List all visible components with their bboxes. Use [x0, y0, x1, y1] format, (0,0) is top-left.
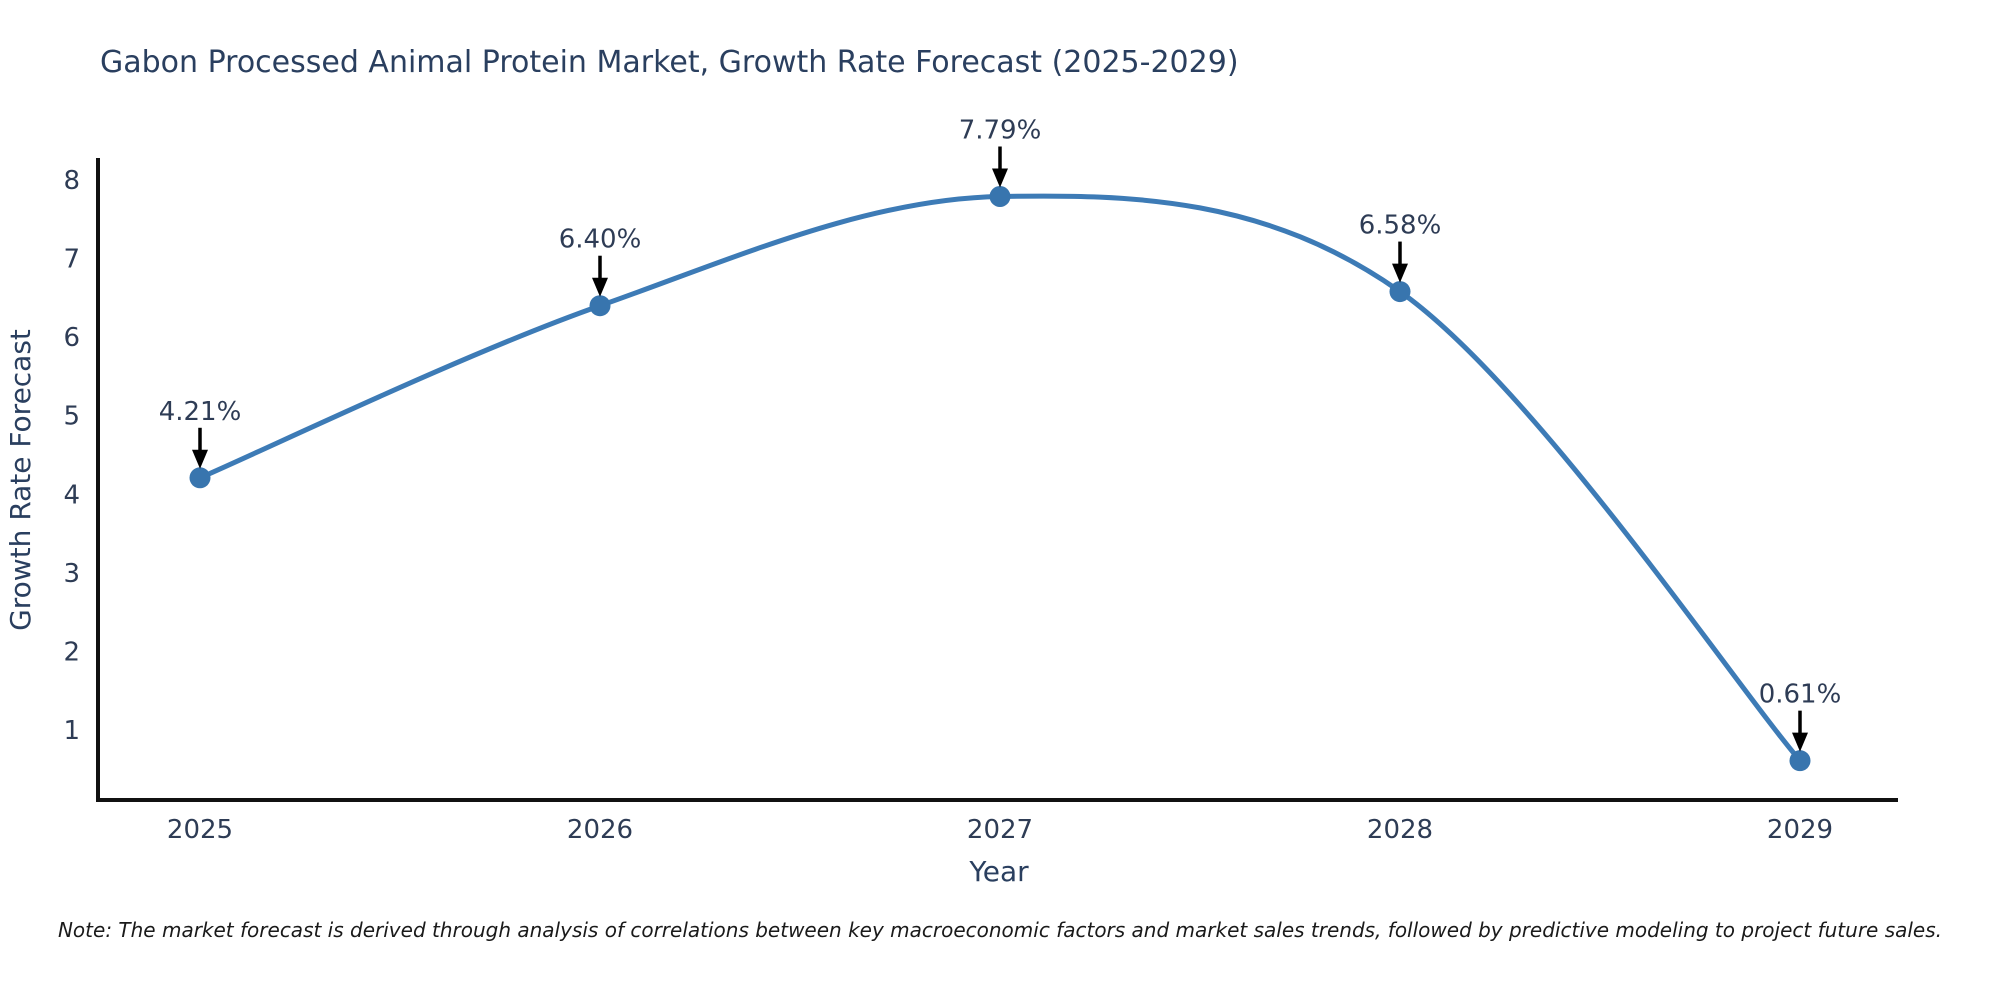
y-axis-title: Growth Rate Forecast — [4, 329, 37, 631]
data-point-marker — [589, 295, 611, 317]
annotation-arrowhead — [592, 277, 608, 297]
annotation-label: 0.61% — [1759, 680, 1842, 710]
annotation-arrowhead — [1392, 263, 1408, 283]
data-point-marker — [1789, 750, 1811, 772]
data-point-marker — [189, 467, 211, 489]
series-line — [197, 193, 1803, 764]
y-tick-label: 7 — [63, 245, 80, 275]
x-axis-title: Year — [968, 855, 1029, 888]
annotation-label: 6.40% — [559, 225, 642, 255]
y-tick-label: 6 — [63, 323, 80, 353]
series-growth-rate — [189, 186, 1811, 772]
axes — [96, 158, 1898, 802]
y-tick-label: 5 — [63, 402, 80, 432]
y-tick-label: 1 — [63, 716, 80, 746]
annotation-label: 7.79% — [959, 116, 1042, 146]
y-tick-label: 2 — [63, 637, 80, 667]
x-tick-label: 2027 — [967, 815, 1033, 845]
chart-title: Gabon Processed Animal Protein Market, G… — [100, 45, 1239, 80]
tick-labels: 1 2 3 4 5 6 7 8 2025 2026 2027 2028 2029 — [63, 166, 1833, 845]
data-point-marker — [1389, 281, 1411, 303]
annotation-label: 4.21% — [159, 397, 242, 427]
y-tick-label: 4 — [63, 480, 80, 510]
annotation-arrowhead — [192, 449, 208, 469]
annotations: 4.21% 6.40% 7.79% 6.58% 0.61% — [159, 116, 1842, 752]
data-point-marker — [989, 186, 1011, 207]
x-tick-label: 2028 — [1367, 815, 1433, 845]
annotation-arrowhead — [1792, 732, 1808, 752]
x-tick-label: 2029 — [1767, 815, 1833, 845]
y-tick-label: 8 — [63, 166, 80, 196]
annotation-arrowhead — [992, 168, 1008, 188]
x-tick-label: 2026 — [567, 815, 633, 845]
y-tick-label: 3 — [63, 559, 80, 589]
x-tick-label: 2025 — [167, 815, 233, 845]
footnote: Note: The market forecast is derived thr… — [57, 918, 1943, 942]
annotation-label: 6.58% — [1359, 211, 1442, 241]
